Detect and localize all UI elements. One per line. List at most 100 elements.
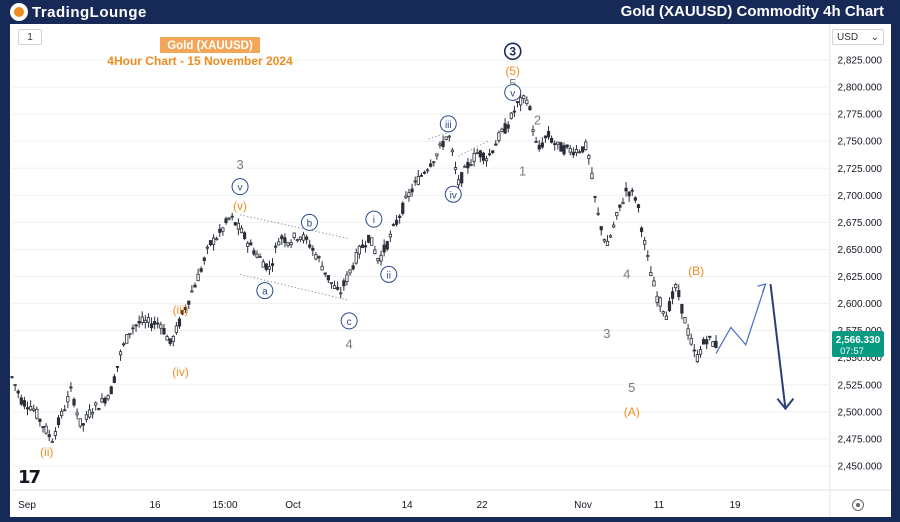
- candle-body: [497, 132, 501, 141]
- candle-body: [373, 249, 377, 254]
- y-tick-label: 2,675.000: [838, 218, 883, 229]
- candle-body: [677, 290, 681, 298]
- wave-label-gray: 3: [236, 157, 243, 172]
- candle-body: [701, 339, 706, 345]
- candle-body: [522, 95, 526, 99]
- candle-body: [363, 245, 368, 248]
- wave-label-gray: 3: [603, 326, 610, 341]
- candle-body: [463, 165, 467, 168]
- wave-label-orange: (v): [233, 199, 247, 213]
- candle-body: [249, 242, 253, 246]
- candle-body: [661, 311, 665, 314]
- y-tick-label: 2,625.000: [838, 272, 883, 283]
- candle-body: [478, 150, 482, 158]
- candle-body: [25, 407, 30, 410]
- currency-selector[interactable]: USD ⌄: [832, 29, 884, 45]
- candle-body: [401, 202, 405, 214]
- candle-body: [277, 241, 281, 246]
- candle-body: [621, 201, 625, 204]
- candle-body: [143, 319, 147, 323]
- candle-body: [683, 317, 687, 324]
- wave-label-circle-text: 3: [509, 44, 516, 58]
- candle-body: [168, 338, 172, 344]
- candle-body: [106, 395, 110, 400]
- currency-label: USD: [837, 31, 859, 43]
- candle-body: [109, 386, 113, 395]
- candle-body: [221, 227, 225, 232]
- candle-body: [19, 397, 23, 405]
- candle-body: [190, 290, 194, 293]
- candle-body: [180, 310, 185, 315]
- candle-body: [624, 187, 628, 192]
- candle-body: [336, 287, 340, 290]
- candle-body: [348, 269, 352, 274]
- candle-body: [680, 303, 684, 314]
- candle-body: [329, 282, 334, 285]
- candle-body: [140, 316, 144, 324]
- candle-body: [246, 242, 250, 247]
- candle-body: [413, 180, 417, 183]
- instrument-label-box: [160, 37, 260, 53]
- candle-body: [643, 240, 647, 245]
- candle-body: [230, 215, 234, 218]
- candle-body: [159, 324, 163, 329]
- wave-label-circle-text: ii: [387, 270, 391, 281]
- candle-body: [233, 222, 237, 226]
- candle-body: [546, 131, 551, 138]
- candle-body: [193, 284, 197, 288]
- candle-body: [208, 240, 213, 246]
- candle-body: [398, 215, 402, 218]
- candle-body: [323, 272, 327, 275]
- candle-body: [450, 149, 454, 153]
- y-tick-label: 2,725.000: [838, 164, 883, 175]
- wave-label-orange: (A): [624, 405, 640, 419]
- projection-drop-arrowhead: [776, 397, 795, 411]
- header-bar: TradingLounge Gold (XAUUSD) Commodity 4h…: [0, 0, 900, 24]
- wave-label-circle: [444, 185, 462, 203]
- projection-path: [715, 283, 767, 354]
- wave-label-circle: [439, 115, 457, 133]
- candle-body: [128, 332, 132, 336]
- candle-body: [75, 412, 79, 416]
- candle-body: [664, 315, 668, 321]
- candle-body: [568, 148, 572, 153]
- candle-body: [435, 153, 439, 157]
- candle-body: [488, 153, 492, 156]
- candle-body: [354, 252, 358, 264]
- chart-title: Gold (XAUUSD) Commodity 4h Chart: [620, 3, 884, 20]
- candle-body: [94, 402, 98, 406]
- candle-body: [553, 143, 557, 145]
- candle-body: [112, 376, 116, 383]
- wave-label-circle: [365, 210, 383, 228]
- candle-body: [56, 417, 61, 426]
- candle-body: [714, 340, 718, 348]
- settings-icon[interactable]: [852, 499, 864, 511]
- candle-body: [131, 327, 135, 330]
- candle-body: [32, 408, 36, 411]
- x-tick-label: 22: [476, 500, 488, 511]
- candle-body: [91, 412, 95, 415]
- wave-label-orange: (iii): [173, 303, 189, 317]
- x-tick-label: 14: [401, 500, 413, 511]
- candle-body: [410, 188, 414, 193]
- channel-line: [239, 273, 350, 301]
- y-tick-label: 2,800.000: [838, 83, 883, 94]
- candle-body: [432, 161, 436, 164]
- candle-body: [692, 349, 696, 352]
- chevron-down-icon: ⌄: [870, 31, 879, 43]
- wave-label-circle-text: v: [510, 88, 515, 99]
- candle-body: [469, 163, 473, 167]
- candle-body: [345, 274, 349, 283]
- timeframe-selector[interactable]: 1: [18, 29, 42, 45]
- wave-label-orange: (iv): [172, 365, 189, 379]
- wave-label-circle: [380, 265, 398, 283]
- candle-body: [667, 301, 672, 312]
- candle-body: [608, 235, 613, 238]
- candle-body: [475, 152, 479, 155]
- projection-arrowhead: [757, 283, 767, 293]
- y-tick-label: 2,500.000: [838, 407, 883, 418]
- candle-body: [16, 390, 20, 394]
- candle-body: [394, 219, 399, 225]
- candle-body: [342, 280, 346, 287]
